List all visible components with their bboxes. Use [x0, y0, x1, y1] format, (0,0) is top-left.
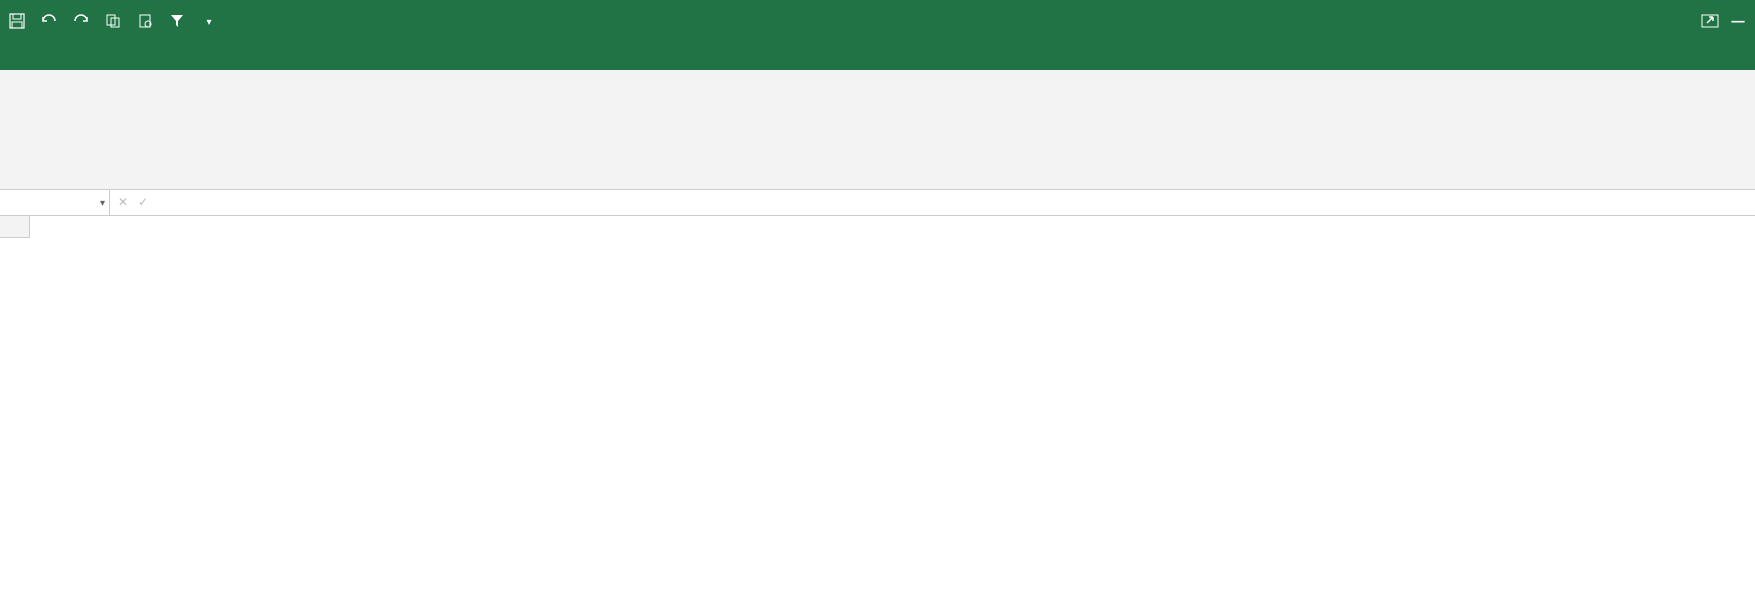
copy-icon[interactable] [104, 12, 122, 30]
name-box-input[interactable] [6, 196, 76, 210]
ribbon-tabs [0, 42, 1755, 70]
formula-input[interactable] [172, 190, 1755, 215]
enter-icon[interactable]: ✓ [138, 195, 148, 210]
save-icon[interactable] [8, 12, 26, 30]
name-box[interactable]: ▾ [0, 190, 110, 215]
print-preview-icon[interactable] [136, 12, 154, 30]
name-box-dropdown-icon[interactable]: ▾ [100, 196, 105, 209]
undo-icon[interactable] [40, 12, 58, 30]
redo-icon[interactable] [72, 12, 90, 30]
title-bar: ▾ — [0, 0, 1755, 42]
formula-bar: ▾ ✕ ✓ [0, 190, 1755, 216]
quick-access-toolbar: ▾ [8, 12, 218, 30]
cancel-icon[interactable]: ✕ [118, 195, 128, 210]
ribbon [0, 70, 1755, 190]
qat-more-icon[interactable]: ▾ [200, 12, 218, 30]
ribbon-options-icon[interactable] [1701, 12, 1719, 30]
minimize-icon[interactable]: — [1729, 12, 1747, 30]
worksheet-grid[interactable] [0, 216, 1755, 238]
filter-icon[interactable] [168, 12, 186, 30]
select-all-corner[interactable] [0, 216, 30, 238]
